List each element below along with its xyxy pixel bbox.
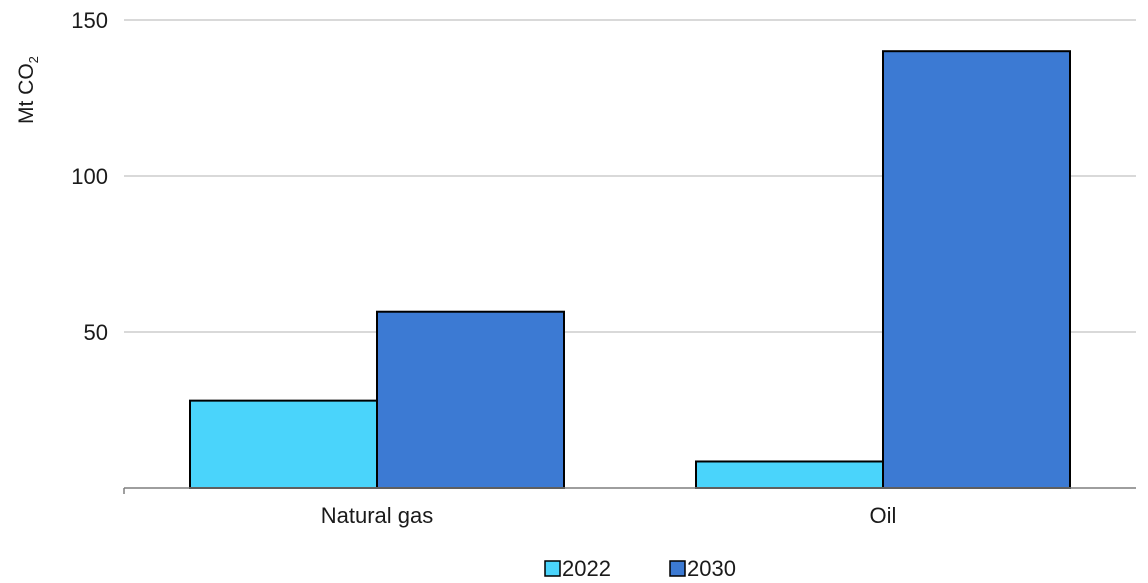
bar-2022-oil	[695, 460, 884, 490]
bar-2030-oil	[882, 50, 1071, 489]
legend-label-2030: 2030	[687, 556, 736, 581]
y-tick-label: 100	[71, 164, 108, 189]
bar-2030-natural-gas	[376, 310, 565, 489]
y-tick-label: 150	[71, 8, 108, 33]
x-tick-label: Oil	[870, 503, 897, 528]
y-axis-title-subscript: 2	[26, 56, 41, 63]
legend-label-2022: 2022	[562, 556, 611, 581]
x-tick-label: Natural gas	[321, 503, 434, 528]
bar-2022-natural-gas	[189, 399, 378, 490]
y-tick-label: 50	[84, 320, 108, 345]
legend-swatch-2022	[544, 560, 561, 577]
legend: 2022 2030	[544, 556, 736, 581]
bars	[189, 50, 1071, 490]
y-axis-title: Mt CO2	[15, 56, 41, 124]
legend-swatch-2030	[669, 560, 686, 577]
axes: 50 100 150 Natural gas Oil	[71, 8, 1136, 528]
